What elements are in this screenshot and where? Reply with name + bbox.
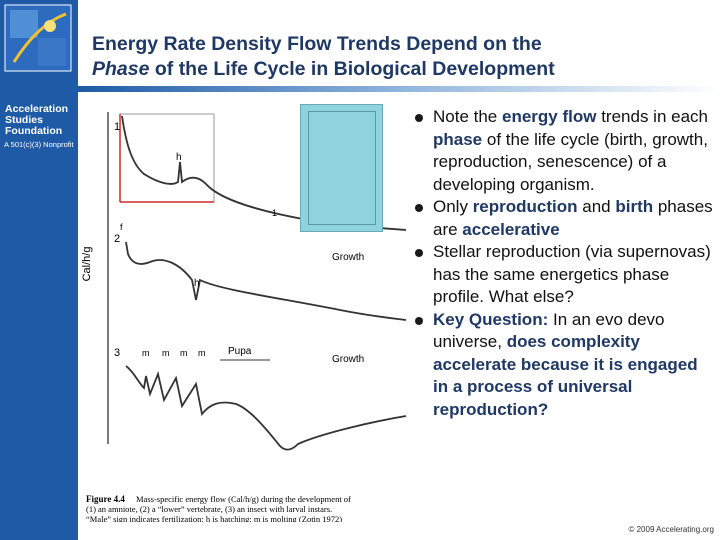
copyright-credit: © 2009 Accelerating.org: [628, 525, 714, 534]
growth-label-3: Growth: [332, 354, 364, 365]
bullet-text-segment: does complexity accelerate because it is…: [433, 332, 698, 419]
curve-1-end-number: 1: [272, 208, 277, 218]
curve-2-number: 2: [114, 233, 120, 245]
title-line-1: Energy Rate Density Flow Trends Depend o…: [92, 33, 542, 55]
bullet-text-segment: birth: [615, 197, 654, 216]
bullet-text-segment: of the life cycle (birth, growth, reprod…: [433, 129, 708, 194]
caption-line-2: (1) an amniote, (2) a “lower” vertebrate…: [86, 504, 332, 514]
energy-flow-figure: Cal/h/g 1 h 1 2 h Growth 3 m m m m Pupa …: [81, 112, 407, 522]
bullet-text-segment: trends in each: [596, 107, 708, 126]
pupa-label: Pupa: [228, 346, 252, 357]
book-cover-frame: [308, 111, 376, 225]
bullet-text-segment: accelerative: [462, 219, 560, 239]
curve-3: [125, 365, 407, 451]
curve-1-number: 1: [114, 121, 120, 133]
bullet-text-segment: In an evo devo universe,: [433, 309, 665, 352]
foundation-logo-icon: [4, 4, 72, 72]
bullet-text-segment: phase: [433, 129, 483, 149]
bullet-text-segment: energy flow: [502, 107, 597, 126]
bullet-item-2: Only reproduction and birth phases are a…: [413, 196, 713, 241]
slide-title: Energy Rate Density Flow Trends Depend o…: [92, 32, 712, 82]
hatch-label-1: h: [176, 152, 182, 163]
org-name: Acceleration Studies Foundation: [5, 103, 69, 137]
bullet-text-segment: reproduction: [472, 197, 578, 216]
caption-line-1: Mass-specific energy flow (Cal/h/g) duri…: [136, 494, 351, 504]
bullet-text-segment: phases are: [433, 197, 713, 239]
bullet-text-segment: Stellar reproduction (via supernovas) ha…: [433, 242, 711, 306]
bullet-item-3: Stellar reproduction (via supernovas) ha…: [413, 241, 713, 309]
org-subtitle: A 501(c)(3) Nonprofit: [4, 140, 74, 149]
curve-2: [125, 241, 407, 321]
title-italic-word: Phase: [92, 58, 150, 80]
bullet-dot-icon: [415, 204, 423, 212]
bullet-item-4: Key Question: In an evo devo universe, d…: [413, 309, 713, 422]
bullet-dot-icon: [415, 114, 423, 122]
bullet-list: Note the energy flow trends in each phas…: [413, 106, 713, 421]
fertilization-label: f: [120, 222, 123, 232]
bullet-dot-icon: [415, 249, 423, 257]
bullet-text-segment: Key Question:: [433, 309, 549, 329]
curve-3-number: 3: [114, 347, 120, 359]
bullet-item-1: Note the energy flow trends in each phas…: [413, 106, 713, 196]
y-axis-label: Cal/h/g: [81, 247, 93, 282]
molt-label-4: m: [198, 348, 206, 358]
growth-label-2: Growth: [332, 252, 364, 263]
hatch-label-2: h: [194, 278, 200, 289]
sidebar: Acceleration Studies Foundation A 501(c)…: [0, 0, 78, 540]
header-rule: [78, 86, 720, 92]
bullet-text-segment: and: [577, 197, 616, 216]
bullet-dot-icon: [415, 316, 423, 325]
bullet-text-segment: Note the: [433, 107, 502, 126]
title-line-2: Phase of the Life Cycle in Biological De…: [92, 57, 712, 82]
molt-label-3: m: [180, 348, 188, 358]
caption-title: Figure 4.4: [86, 494, 125, 504]
caption-line-3: “Male” sign indicates fertilization; h i…: [86, 514, 342, 522]
molt-label-1: m: [142, 348, 150, 358]
book-cover-image: [300, 104, 383, 232]
title-line-2-rest: of the Life Cycle in Biological Developm…: [149, 58, 555, 80]
bullet-text-segment: Only: [433, 197, 473, 216]
molt-label-2: m: [162, 348, 170, 358]
